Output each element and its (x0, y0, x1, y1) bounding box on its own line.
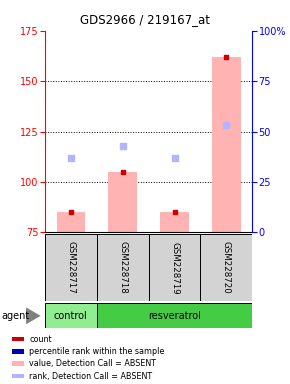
Text: agent: agent (1, 311, 30, 321)
Point (172, 209, 177, 215)
Text: value, Detection Call = ABSENT: value, Detection Call = ABSENT (29, 359, 156, 368)
Bar (108, 172, 137, 232)
Bar (57, 212, 85, 232)
Bar (160, 212, 189, 232)
Text: control: control (54, 311, 88, 321)
Bar (97, 303, 252, 328)
Text: resveratrol: resveratrol (148, 311, 201, 321)
Bar (45, 234, 97, 301)
Point (68, 155, 73, 161)
Bar (45, 303, 97, 328)
Text: GSM228719: GSM228719 (170, 242, 179, 294)
Bar (200, 234, 252, 301)
Polygon shape (26, 307, 41, 324)
Bar (148, 234, 200, 301)
Text: GSM228717: GSM228717 (66, 242, 75, 294)
Bar (212, 57, 241, 232)
Text: count: count (29, 335, 52, 344)
Text: percentile rank within the sample: percentile rank within the sample (29, 347, 165, 356)
Bar (97, 234, 148, 301)
Bar (12, 337, 24, 341)
Point (120, 169, 125, 175)
Bar (12, 374, 24, 378)
Text: GSM228718: GSM228718 (118, 242, 127, 294)
Point (224, 54, 229, 60)
Point (68, 209, 73, 215)
Point (224, 122, 229, 129)
Text: rank, Detection Call = ABSENT: rank, Detection Call = ABSENT (29, 372, 153, 381)
Point (120, 142, 125, 149)
Bar (12, 361, 24, 366)
Text: GSM228720: GSM228720 (222, 242, 231, 294)
Point (172, 155, 177, 161)
Text: GDS2966 / 219167_at: GDS2966 / 219167_at (80, 13, 210, 26)
Bar (12, 349, 24, 354)
